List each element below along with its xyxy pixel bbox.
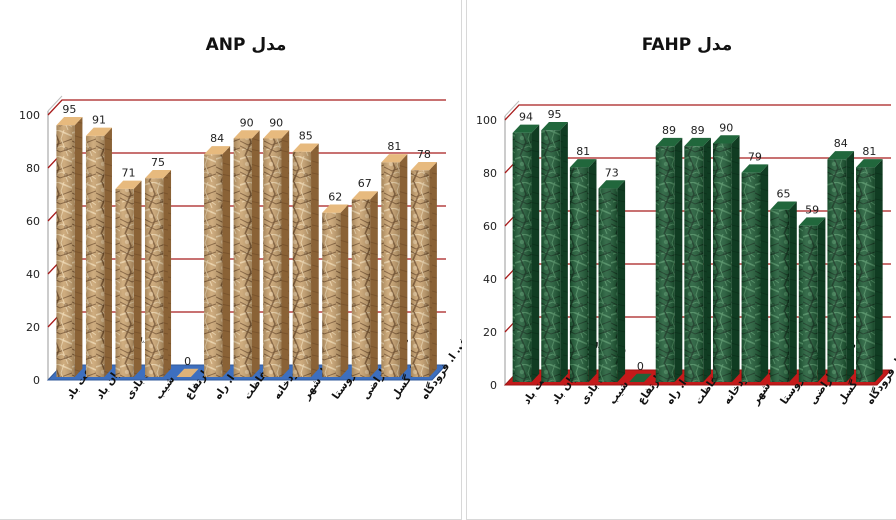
data-label: 81 [862, 145, 876, 158]
bar [322, 204, 349, 377]
bar [176, 368, 199, 377]
bar [541, 122, 568, 382]
data-label: 90 [269, 116, 283, 129]
y-tick-label: 0 [490, 379, 497, 392]
data-label: 65 [776, 188, 790, 201]
data-label: 67 [358, 177, 372, 190]
bar [263, 130, 290, 377]
bar [741, 164, 769, 382]
bar [56, 117, 83, 377]
data-label: 95 [548, 108, 562, 121]
bar [145, 170, 172, 377]
bar [827, 151, 855, 382]
y-tick-label: 40 [483, 273, 497, 286]
data-label: 81 [387, 140, 401, 153]
data-label: 85 [299, 130, 313, 143]
bar [381, 154, 408, 377]
y-tick-label: 0 [33, 374, 40, 387]
bar [512, 124, 540, 383]
bar [85, 127, 112, 377]
y-tick-label: 100 [19, 109, 40, 122]
bar [770, 201, 797, 382]
data-label: 71 [121, 167, 135, 180]
bar [598, 180, 626, 382]
y-tick-label: 20 [26, 321, 40, 334]
bar [204, 146, 231, 377]
data-label: 78 [417, 148, 431, 161]
wall-edge [504, 100, 520, 117]
data-label: 91 [92, 114, 106, 127]
gridline [47, 99, 446, 116]
bar [684, 137, 711, 382]
data-label: 84 [210, 132, 224, 145]
data-label: 89 [662, 124, 676, 137]
data-label: 0 [637, 360, 644, 373]
wall-edge [47, 95, 63, 112]
data-label: 90 [240, 116, 254, 129]
y-tick-label: 60 [483, 220, 497, 233]
data-label: 94 [519, 111, 533, 124]
bar [856, 159, 883, 382]
y-tick-label: 80 [26, 162, 40, 175]
bar [233, 130, 260, 377]
gridline [504, 104, 891, 121]
bar [410, 162, 437, 377]
data-label: 59 [805, 203, 819, 216]
y-tick-label: 40 [26, 268, 40, 281]
y-tick-label: 100 [476, 114, 497, 127]
data-label: 90 [719, 121, 733, 134]
data-label: 89 [691, 124, 705, 137]
chart-title: مدل FAHP [642, 35, 733, 55]
data-label: 84 [834, 137, 848, 150]
data-label: 62 [328, 190, 342, 203]
data-label: 0 [184, 355, 191, 368]
data-label: 73 [605, 166, 619, 179]
y-tick-label: 80 [483, 167, 497, 180]
y-tick-label: 60 [26, 215, 40, 228]
bar [351, 191, 378, 377]
bar [115, 180, 142, 377]
y-tick-label: 20 [483, 326, 497, 339]
bar [712, 135, 740, 382]
chart-title: مدل ANP [206, 35, 287, 55]
data-label: 81 [576, 145, 590, 158]
bar [798, 217, 826, 382]
bar [292, 143, 319, 377]
bar [569, 159, 597, 382]
bar [629, 373, 652, 382]
data-label: 95 [62, 103, 76, 116]
data-label: 75 [151, 156, 165, 169]
data-label: 79 [748, 150, 762, 163]
bar [655, 137, 683, 382]
